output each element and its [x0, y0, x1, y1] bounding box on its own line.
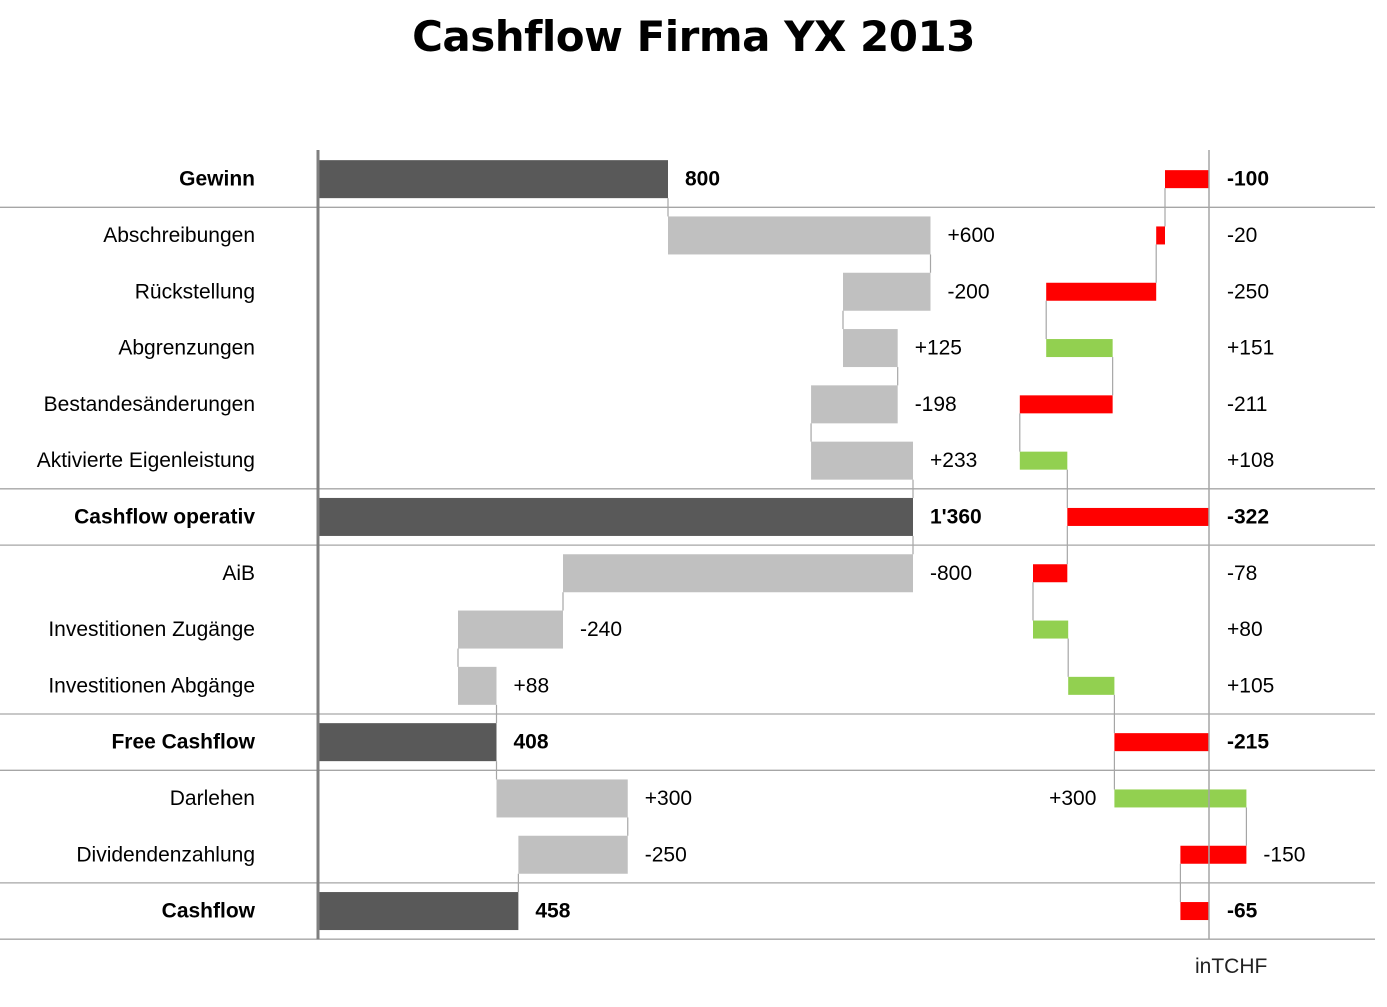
- waterfall-bar: [518, 835, 628, 874]
- variance-bar: [1046, 282, 1157, 301]
- value-label: 800: [685, 168, 720, 191]
- variance-label: -322: [1227, 505, 1269, 528]
- variance-bar: [1033, 620, 1069, 639]
- value-label: 1'360: [930, 505, 982, 528]
- variance-bar: [1180, 845, 1247, 864]
- value-label: -240: [580, 618, 622, 641]
- value-label: +233: [930, 449, 977, 472]
- variance-bar: [1033, 564, 1068, 583]
- waterfall-bar: [843, 272, 931, 311]
- category-label: Investitionen Abgänge: [48, 674, 255, 697]
- value-label: +125: [915, 337, 962, 360]
- variance-label: -20: [1227, 224, 1257, 247]
- value-label: -800: [930, 562, 972, 585]
- variance-label: -150: [1263, 843, 1305, 866]
- waterfall-bar: [458, 610, 563, 649]
- variance-label: +300: [1049, 787, 1096, 810]
- variance-label: +151: [1227, 337, 1274, 360]
- value-label: +600: [948, 224, 995, 247]
- category-label: Aktivierte Eigenleistung: [37, 449, 255, 472]
- waterfall-bar: [318, 723, 497, 762]
- variance-bar: [1165, 170, 1209, 189]
- variance-bar: [1114, 789, 1247, 808]
- value-label: +88: [514, 674, 550, 697]
- category-label: Cashflow: [162, 900, 256, 923]
- variance-label: -211: [1227, 393, 1267, 416]
- variance-bar: [1180, 902, 1209, 921]
- waterfall-bar: [563, 554, 913, 593]
- variance-label: -65: [1227, 900, 1258, 923]
- value-label: +300: [645, 787, 692, 810]
- category-label: Abschreibungen: [103, 224, 255, 247]
- value-label: 458: [535, 900, 570, 923]
- category-label: Bestandesänderungen: [44, 393, 255, 416]
- category-label: Free Cashflow: [111, 731, 255, 754]
- waterfall-bar: [811, 385, 898, 424]
- category-label: Cashflow operativ: [74, 505, 255, 528]
- value-label: 408: [514, 731, 549, 754]
- variance-label: -100: [1227, 168, 1269, 191]
- category-label: Investitionen Zugänge: [48, 618, 255, 641]
- unit-label: inTCHF: [1195, 955, 1268, 978]
- waterfall-bar: [318, 497, 913, 536]
- variance-bar: [1114, 733, 1209, 752]
- waterfall-bar: [318, 160, 668, 199]
- category-label: Gewinn: [179, 168, 255, 191]
- variance-label: +105: [1227, 674, 1274, 697]
- category-label: Rückstellung: [135, 280, 255, 303]
- variance-label: +108: [1227, 449, 1274, 472]
- waterfall-bar: [668, 216, 931, 255]
- waterfall-bar: [458, 666, 497, 705]
- variance-bar: [1019, 451, 1068, 470]
- waterfall-bar: [843, 329, 898, 368]
- variance-label: -215: [1227, 731, 1269, 754]
- variance-bar: [1067, 507, 1209, 526]
- variance-label: -250: [1227, 280, 1269, 303]
- value-label: -198: [915, 393, 957, 416]
- variance-label: +80: [1227, 618, 1263, 641]
- waterfall-bar: [496, 779, 628, 818]
- category-label: AiB: [222, 562, 255, 585]
- variance-bar: [1156, 226, 1165, 245]
- category-label: Darlehen: [170, 787, 255, 810]
- variance-bar: [1068, 676, 1115, 695]
- value-label: -200: [948, 280, 990, 303]
- waterfall-bar: [811, 441, 913, 480]
- chart-title: Cashflow Firma YX 2013: [412, 12, 975, 61]
- variance-label: -78: [1227, 562, 1257, 585]
- category-label: Dividendenzahlung: [76, 843, 255, 866]
- variance-bar: [1046, 339, 1113, 358]
- value-label: -250: [645, 843, 687, 866]
- waterfall-bar: [318, 892, 519, 931]
- variance-bar: [1019, 395, 1113, 414]
- category-label: Abgrenzungen: [118, 337, 255, 360]
